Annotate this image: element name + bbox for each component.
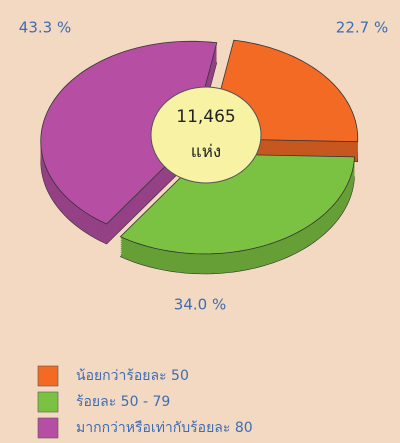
center-count: 11,465 xyxy=(176,107,235,127)
center-badge xyxy=(150,86,262,184)
value-label: 43.3 % xyxy=(19,19,71,37)
slice xyxy=(119,153,355,255)
value-label: 34.0 % xyxy=(174,296,226,314)
slice xyxy=(40,40,218,225)
legend-swatch xyxy=(37,417,59,439)
center-unit: แห่ง xyxy=(191,142,221,162)
legend-label: น้อยกว่าร้อยละ 50 xyxy=(76,368,189,384)
legend-swatch xyxy=(37,391,59,413)
value-label: 22.7 % xyxy=(336,19,388,37)
legend-swatch xyxy=(37,365,59,387)
legend-label: ร้อยละ 50 - 79 xyxy=(76,394,170,410)
legend-label: มากกว่าหรือเท่ากับร้อยละ 80 xyxy=(76,420,253,436)
